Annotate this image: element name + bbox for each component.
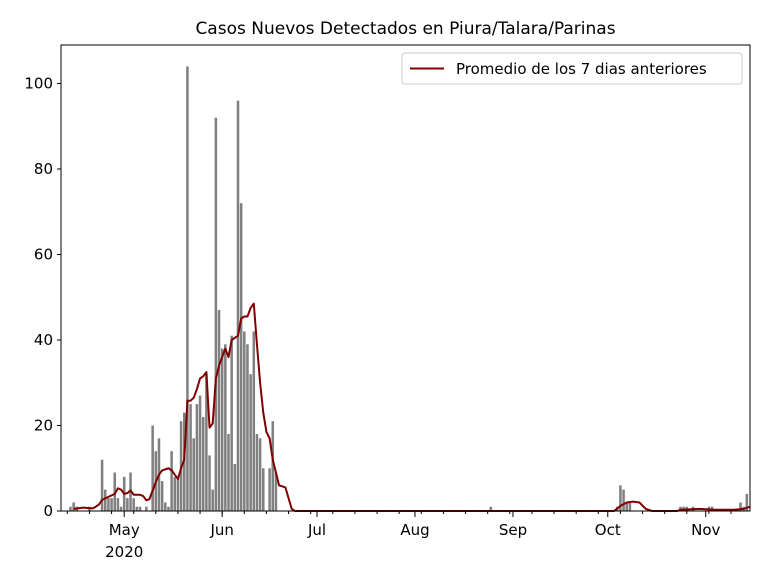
bars-group: [69, 66, 749, 512]
bar: [205, 374, 208, 511]
bar: [214, 117, 218, 512]
bar: [189, 404, 192, 511]
x-tick-label: Oct: [595, 521, 621, 539]
bar: [119, 506, 123, 511]
bar: [268, 468, 271, 511]
bar: [103, 489, 107, 511]
x-tick-label: Aug: [400, 521, 429, 539]
bar: [160, 481, 164, 511]
bar: [274, 472, 278, 511]
bar: [233, 463, 237, 511]
bar: [69, 506, 72, 511]
x-axis: May 2020 Jun Jul Aug Sep Oct Nov: [66, 511, 732, 561]
y-tick-label: 40: [34, 331, 53, 349]
y-tick-label: 20: [34, 416, 53, 434]
x-tick-label: Jul: [307, 521, 326, 539]
bar: [739, 502, 742, 511]
bar: [132, 498, 135, 511]
line-layer: [73, 302, 751, 512]
bar: [186, 66, 189, 511]
bar: [164, 502, 167, 511]
bar: [138, 506, 142, 511]
bar: [201, 416, 205, 511]
bar: [628, 502, 632, 511]
bar: [208, 455, 211, 511]
bar: [271, 421, 275, 511]
legend-entry-label: Promedio de los 7 dias anteriores: [456, 60, 707, 78]
legend: Promedio de los 7 dias anteriores: [401, 52, 743, 85]
bar: [236, 100, 240, 511]
y-axis: 0 20 40 60 80 100: [24, 74, 61, 520]
bar: [211, 489, 214, 511]
bar: [173, 476, 177, 511]
legend-box: [401, 52, 743, 85]
bar: [262, 468, 265, 511]
bar: [224, 344, 227, 511]
plot-frame: [60, 44, 751, 512]
bar: [167, 506, 170, 511]
bar: [113, 472, 116, 511]
bar: [252, 331, 256, 511]
y-tick-label: 60: [34, 245, 53, 263]
bar: [622, 489, 625, 511]
x-tick-label: Nov: [691, 521, 720, 539]
bar: [255, 434, 259, 511]
bar: [227, 434, 230, 511]
chart-title: Casos Nuevos Detectados en Piura/Talara/…: [195, 19, 615, 39]
bar: [170, 451, 173, 511]
bar: [239, 203, 243, 511]
bar: [110, 498, 113, 511]
x-tick-label: Sep: [499, 521, 527, 539]
bar: [217, 310, 221, 511]
bar: [246, 344, 249, 511]
bar: [116, 498, 120, 511]
bar: [619, 485, 622, 511]
bar: [220, 348, 224, 511]
bar: [192, 438, 196, 511]
bar: [249, 374, 252, 511]
bar: [135, 506, 139, 511]
bar: [745, 493, 749, 511]
bar: [151, 425, 154, 511]
bar: [176, 476, 180, 511]
series-line-7day-average: [73, 302, 751, 512]
bar: [258, 438, 262, 511]
bar: [489, 506, 493, 511]
bar: [625, 502, 628, 511]
x-tick-label: May: [109, 521, 140, 539]
bar: [145, 506, 148, 511]
bar: [195, 404, 199, 511]
x-tick-label: Jun: [209, 521, 233, 539]
bar: [107, 498, 110, 511]
y-tick-label: 0: [43, 502, 53, 520]
bar: [72, 502, 75, 511]
bar: [126, 498, 129, 511]
bar: [230, 335, 233, 511]
x-tick-sublabel-year: 2020: [105, 543, 143, 561]
y-tick-label: 80: [34, 160, 53, 178]
y-tick-label: 100: [24, 74, 53, 92]
bar: [100, 459, 104, 511]
bar: [198, 395, 202, 511]
bar: [243, 331, 246, 511]
